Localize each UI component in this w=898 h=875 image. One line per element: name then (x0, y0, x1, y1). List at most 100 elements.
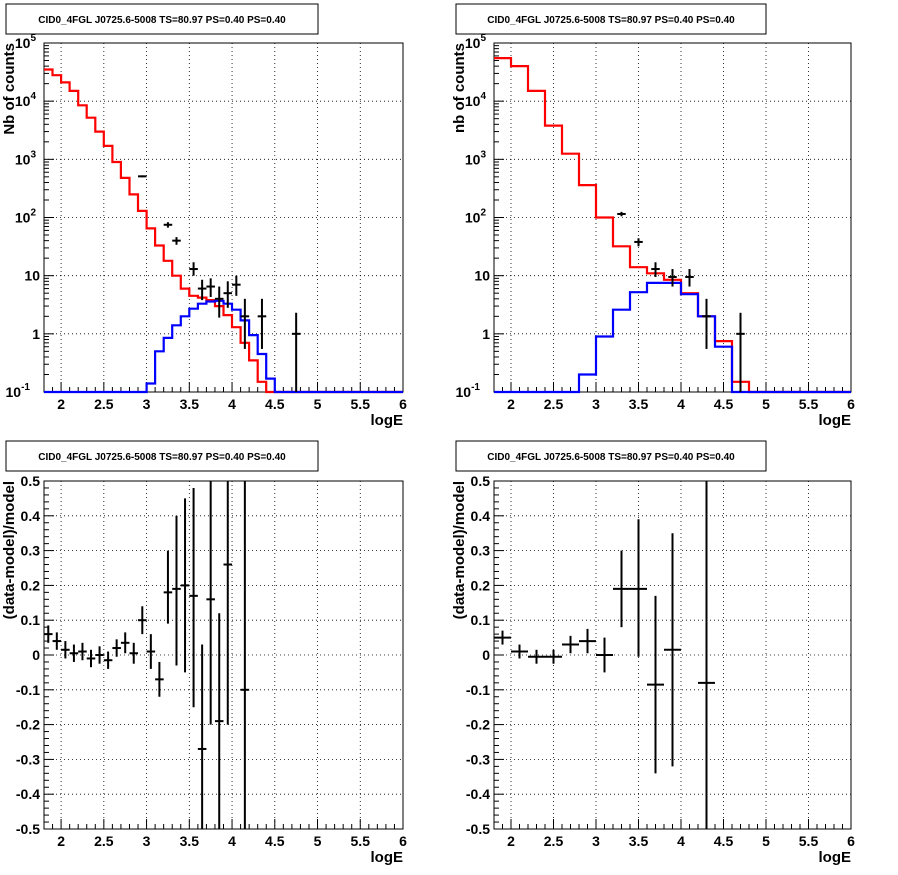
data-point (95, 646, 104, 664)
x-tick-label: 2.5 (94, 833, 114, 849)
x-tick-label: 3.5 (180, 396, 200, 412)
y-tick-label-power: 10-1 (6, 382, 31, 400)
data-point (651, 262, 660, 277)
y-tick-label: 0.4 (21, 508, 41, 524)
data-point (129, 642, 139, 664)
x-tick-label: 3.5 (629, 396, 649, 412)
data-point (44, 625, 53, 643)
x-tick-label: 4 (228, 396, 236, 412)
y-tick-label: 1 (32, 326, 40, 342)
data-point (206, 481, 215, 725)
data-point (61, 641, 70, 659)
data-point (596, 637, 613, 673)
y-tick-label: -0.3 (16, 751, 40, 767)
chart-title: CID0_4FGL J0725.6-5008 TS=80.97 PS=0.40 … (487, 452, 735, 463)
data-point (630, 519, 647, 657)
x-tick-label: 3 (143, 833, 151, 849)
data-point (172, 237, 181, 245)
data-point (240, 298, 250, 349)
data-point (112, 639, 121, 657)
y-tick-label: 10 (24, 268, 40, 284)
data-point (702, 298, 711, 349)
data-point (52, 632, 62, 650)
x-tick-label: 6 (847, 833, 855, 849)
y-tick-label: 0.1 (21, 612, 41, 628)
y-tick-label: 0 (32, 647, 40, 663)
y-tick-label: -0.4 (466, 786, 490, 802)
chart-title: CID0_4FGL J0725.6-5008 TS=80.97 PS=0.40 … (487, 15, 735, 26)
data-point (647, 595, 664, 774)
y-tick-label: 10 (474, 268, 490, 284)
y-tick-label: 0.2 (21, 577, 41, 593)
y-tick-label: 0 (482, 647, 490, 663)
source-model-histogram (44, 299, 403, 394)
y-tick-label-power: 10-1 (456, 382, 481, 400)
title-box (455, 3, 767, 35)
x-axis-label: logE (819, 849, 852, 866)
x-tick-label: 5 (314, 833, 322, 849)
x-tick-label: 2.5 (544, 833, 564, 849)
y-tick-label-power: 104 (15, 91, 37, 109)
x-tick-label: 6 (399, 833, 407, 849)
y-tick-label: 0.3 (471, 543, 491, 559)
data-point (197, 644, 207, 829)
y-tick-label-power: 102 (465, 208, 487, 226)
data-point (120, 632, 130, 654)
data-point (223, 281, 233, 308)
data-point (103, 651, 113, 669)
data-point (197, 279, 207, 301)
data-point (494, 630, 511, 645)
data-point (206, 278, 215, 297)
x-tick-label: 3.5 (180, 833, 200, 849)
data-point (579, 628, 596, 654)
x-tick-label: 5.5 (351, 833, 371, 849)
data-point (698, 481, 715, 829)
chart-title: CID0_4FGL J0725.6-5008 TS=80.97 PS=0.40 … (38, 452, 286, 463)
plot-frame (493, 42, 852, 393)
data-point (240, 481, 250, 829)
data-point (214, 613, 224, 829)
data-point (189, 262, 198, 276)
data-point (232, 275, 241, 296)
data-points (44, 481, 250, 829)
y-tick-label-power: 105 (465, 33, 487, 51)
data-point (155, 661, 164, 697)
grid (44, 43, 403, 392)
y-tick-label: -0.5 (16, 821, 40, 837)
y-axis-label: nb of counts (451, 43, 468, 133)
x-tick-label: 3.5 (629, 833, 649, 849)
y-axis-label: (data-model)/model (1, 481, 18, 619)
y-tick-label: 0.5 (21, 473, 41, 489)
x-tick-label: 2 (57, 833, 65, 849)
title-box (5, 3, 319, 35)
y-tick-label: -0.2 (16, 717, 40, 733)
x-tick-label: 4.5 (265, 833, 285, 849)
y-tick-label: -0.1 (466, 682, 490, 698)
y-tick-label: 0.1 (471, 612, 491, 628)
y-axis-label: Nb of counts (1, 43, 18, 135)
y-tick-label: 0.2 (471, 577, 491, 593)
x-tick-label: 2 (507, 396, 515, 412)
data-point (617, 211, 626, 217)
x-tick-label: 3 (143, 396, 151, 412)
x-tick-label: 6 (399, 396, 407, 412)
data-points (138, 175, 301, 392)
y-tick-label-power: 103 (15, 149, 37, 167)
data-point (736, 312, 745, 392)
y-tick-label: -0.1 (16, 682, 40, 698)
data-point (223, 481, 233, 725)
axis-ticks (493, 480, 852, 830)
data-point (634, 238, 643, 247)
data-point (562, 635, 579, 654)
x-tick-label: 2.5 (544, 396, 564, 412)
data-points (494, 481, 715, 829)
panel-bottom-right-residuals: CID0_4FGL J0725.6-5008 TS=80.97 PS=0.40 … (451, 440, 855, 866)
x-tick-label: 4.5 (714, 833, 734, 849)
data-point (511, 644, 528, 659)
data-point (172, 515, 181, 666)
x-tick-label: 5.5 (799, 396, 819, 412)
x-tick-label: 6 (847, 396, 855, 412)
x-axis-label: logE (819, 412, 852, 429)
data-point (664, 533, 681, 767)
